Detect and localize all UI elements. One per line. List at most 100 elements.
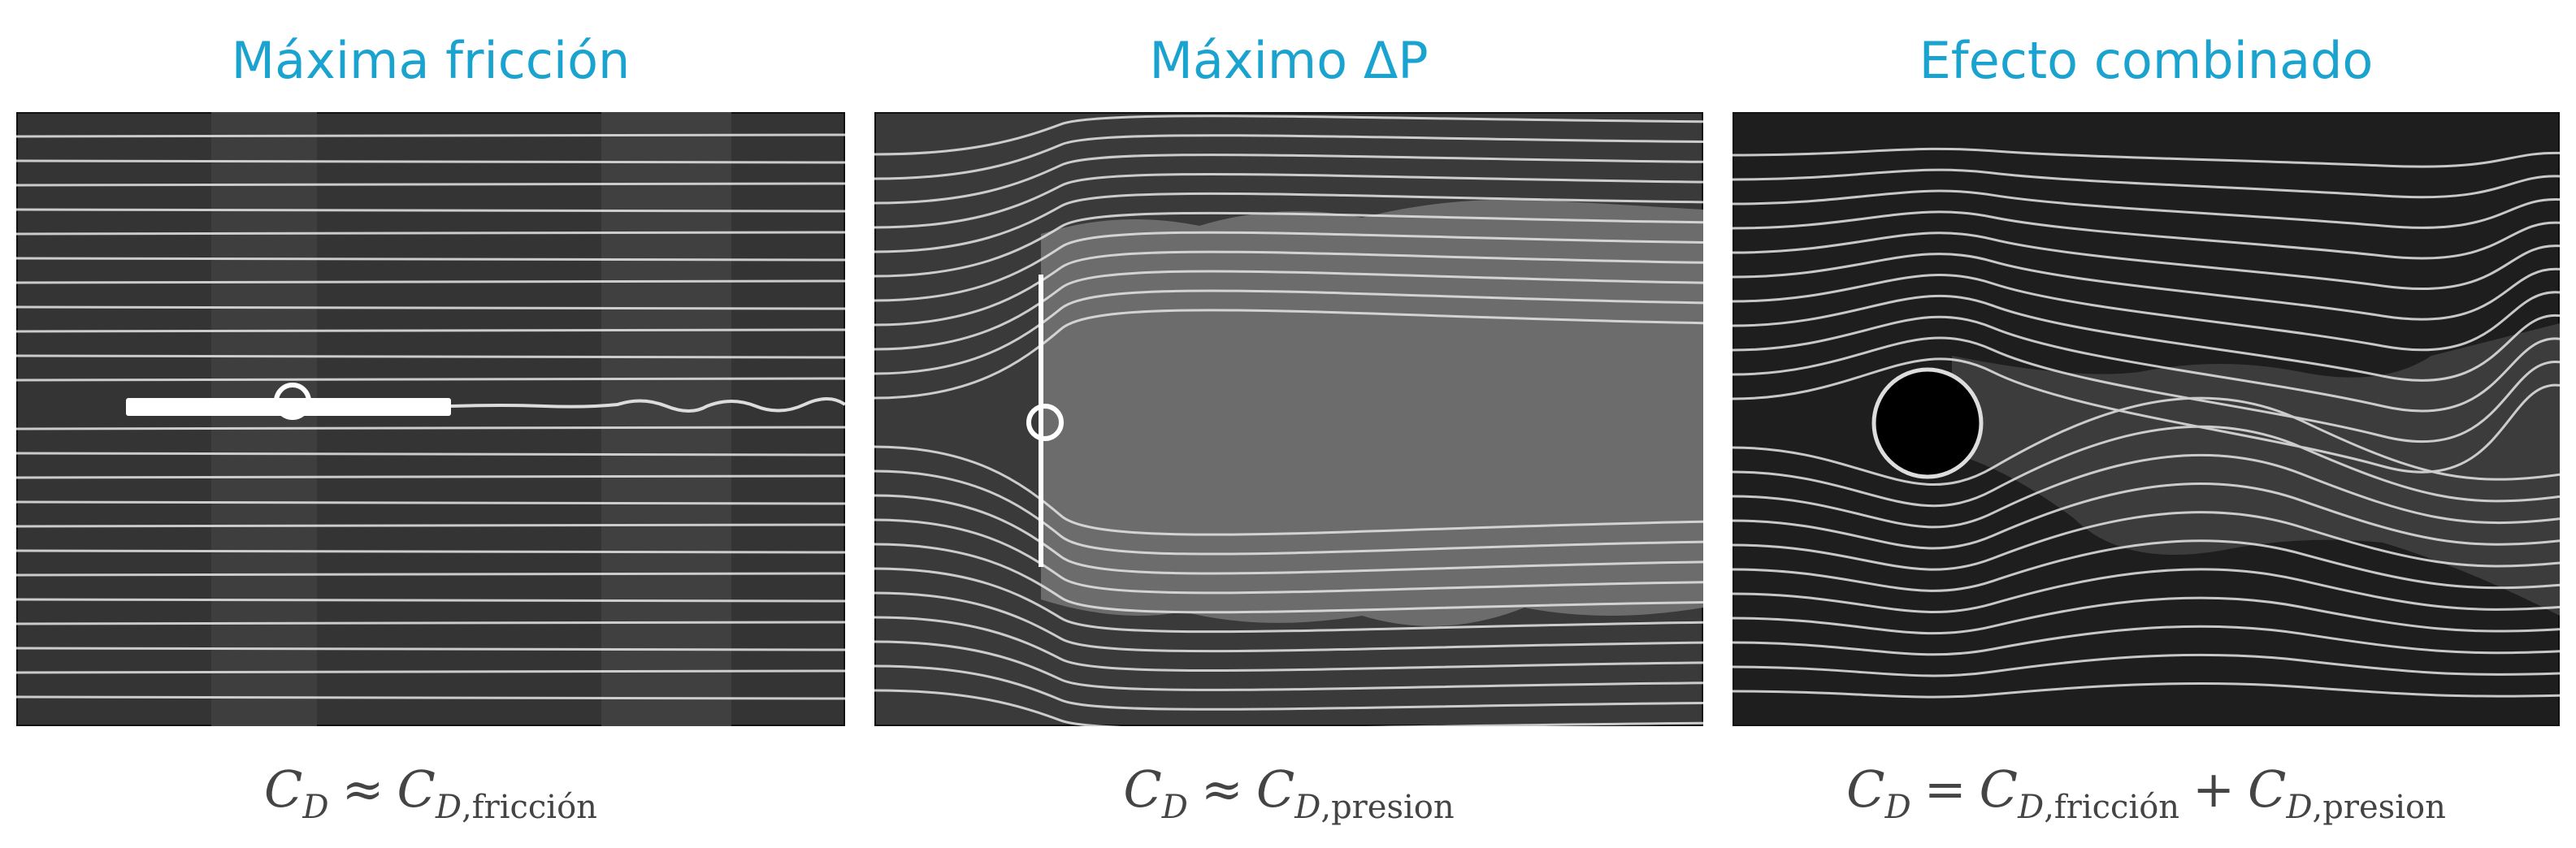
- flat-plate-streamlines: [16, 112, 845, 726]
- streamline: [1733, 274, 2560, 352]
- streamline: [1733, 425, 2560, 508]
- streamline: [874, 689, 1703, 726]
- panel-title-max-pressure: Máximo ΔP: [1149, 31, 1429, 90]
- formula-subscript: D: [1161, 789, 1188, 826]
- flow-visualization-normal-plate: [874, 112, 1703, 726]
- formula-operator: ≈: [341, 759, 384, 819]
- streamline: [16, 426, 845, 430]
- streamline: [16, 133, 845, 138]
- streamline: [16, 647, 845, 651]
- flow-visualization-cylinder: [1733, 112, 2560, 726]
- streamline: [874, 289, 1703, 375]
- streamline: [874, 192, 1703, 253]
- streamline: [1733, 253, 2560, 321]
- streamline: [874, 543, 1703, 614]
- formula-subscript: D: [302, 789, 329, 826]
- normal-plate-hub: [1026, 404, 1064, 441]
- streamline: [1733, 189, 2560, 229]
- streamline: [16, 598, 845, 603]
- formula-symbol: C: [1123, 759, 1162, 819]
- streamline: [16, 328, 845, 333]
- streamline: [874, 567, 1703, 634]
- streamline: [874, 134, 1703, 180]
- separated-wake-region: [1041, 199, 1703, 626]
- formula-operator: +: [2192, 759, 2236, 819]
- flat-plate: [126, 398, 451, 416]
- formula-symbol: C: [397, 759, 436, 819]
- streamline: [1733, 294, 2560, 382]
- streamline: [16, 231, 845, 236]
- streamline: [1733, 336, 2560, 443]
- streamline: [874, 445, 1703, 536]
- streamline: [874, 250, 1703, 327]
- formula-drag-friction: CD ≈ CD,fricción: [16, 749, 845, 830]
- streamline: [1733, 357, 2560, 474]
- formula-subscript: D: [1884, 789, 1911, 826]
- formula-operator: =: [1923, 759, 1967, 819]
- formula-drag-pressure: CD ≈ CD,presion: [874, 749, 1703, 830]
- streamline: [874, 518, 1703, 595]
- streamline: [874, 494, 1703, 575]
- streamline: [16, 474, 845, 479]
- panel-title-combined-effect: Efecto combinado: [1919, 31, 2374, 90]
- streamline: [1733, 210, 2560, 260]
- streamline: [874, 211, 1703, 278]
- formula-drag-combined: CD = CD,fricción + CD,presion: [1733, 749, 2560, 830]
- streamline: [16, 377, 845, 382]
- formula-symbol: C: [264, 759, 303, 819]
- streamline: [874, 172, 1703, 229]
- streamline: [16, 572, 845, 577]
- streamline: [874, 640, 1703, 691]
- streamline: [16, 523, 845, 528]
- streamline: [16, 159, 845, 164]
- streamline: [16, 621, 845, 625]
- streamline: [1733, 653, 2560, 677]
- cylinder-streamlines: [1733, 112, 2560, 726]
- formula-symbol: C: [1255, 759, 1295, 819]
- streamline: [1733, 596, 2560, 635]
- streamline: [1733, 568, 2560, 613]
- streamline: [1733, 539, 2560, 592]
- formula-symbol: C: [1846, 759, 1885, 819]
- streamline: [1733, 625, 2560, 656]
- streamline: [16, 305, 845, 310]
- formula-subscript: D,presion: [1295, 789, 1455, 826]
- streamline: [16, 549, 845, 554]
- flow-visualization-flat-plate: [16, 112, 845, 726]
- streamline: [1733, 453, 2560, 529]
- streamline: [1733, 482, 2560, 550]
- streamline: [874, 309, 1703, 400]
- streamline: [16, 354, 845, 359]
- formula-symbol: C: [1979, 759, 2019, 819]
- streamline: [16, 695, 845, 700]
- streamline: [1733, 147, 2560, 168]
- normal-plate-streamlines: [874, 112, 1703, 726]
- cylinder-wake-region: [1952, 323, 2560, 616]
- streamline: [16, 279, 845, 284]
- panel-title-max-friction: Máxima fricción: [231, 31, 631, 90]
- streamline: [1733, 168, 2560, 199]
- plate-wake: [450, 397, 845, 413]
- streamline: [1733, 511, 2560, 571]
- streamline: [874, 115, 1703, 156]
- streamline: [1733, 396, 2560, 487]
- streamline: [874, 469, 1703, 556]
- streamline: [874, 664, 1703, 711]
- streamline: [1733, 681, 2560, 699]
- streamline: [874, 154, 1703, 205]
- streamline: [16, 452, 845, 456]
- formula-symbol: C: [2248, 759, 2287, 819]
- streamline: [16, 669, 845, 674]
- streamline: [16, 208, 845, 213]
- streamline: [874, 616, 1703, 673]
- streamline: [874, 591, 1703, 653]
- formula-subscript: D,fricción: [435, 789, 597, 826]
- plate-hub: [274, 383, 311, 420]
- formula-subscript: D,fricción: [2018, 789, 2180, 826]
- formula-subscript: D,presion: [2286, 789, 2446, 826]
- streamline: [874, 231, 1703, 302]
- cylinder: [1871, 367, 1984, 479]
- streamline: [16, 182, 845, 187]
- streamline: [1733, 231, 2560, 291]
- streamline: [16, 500, 845, 505]
